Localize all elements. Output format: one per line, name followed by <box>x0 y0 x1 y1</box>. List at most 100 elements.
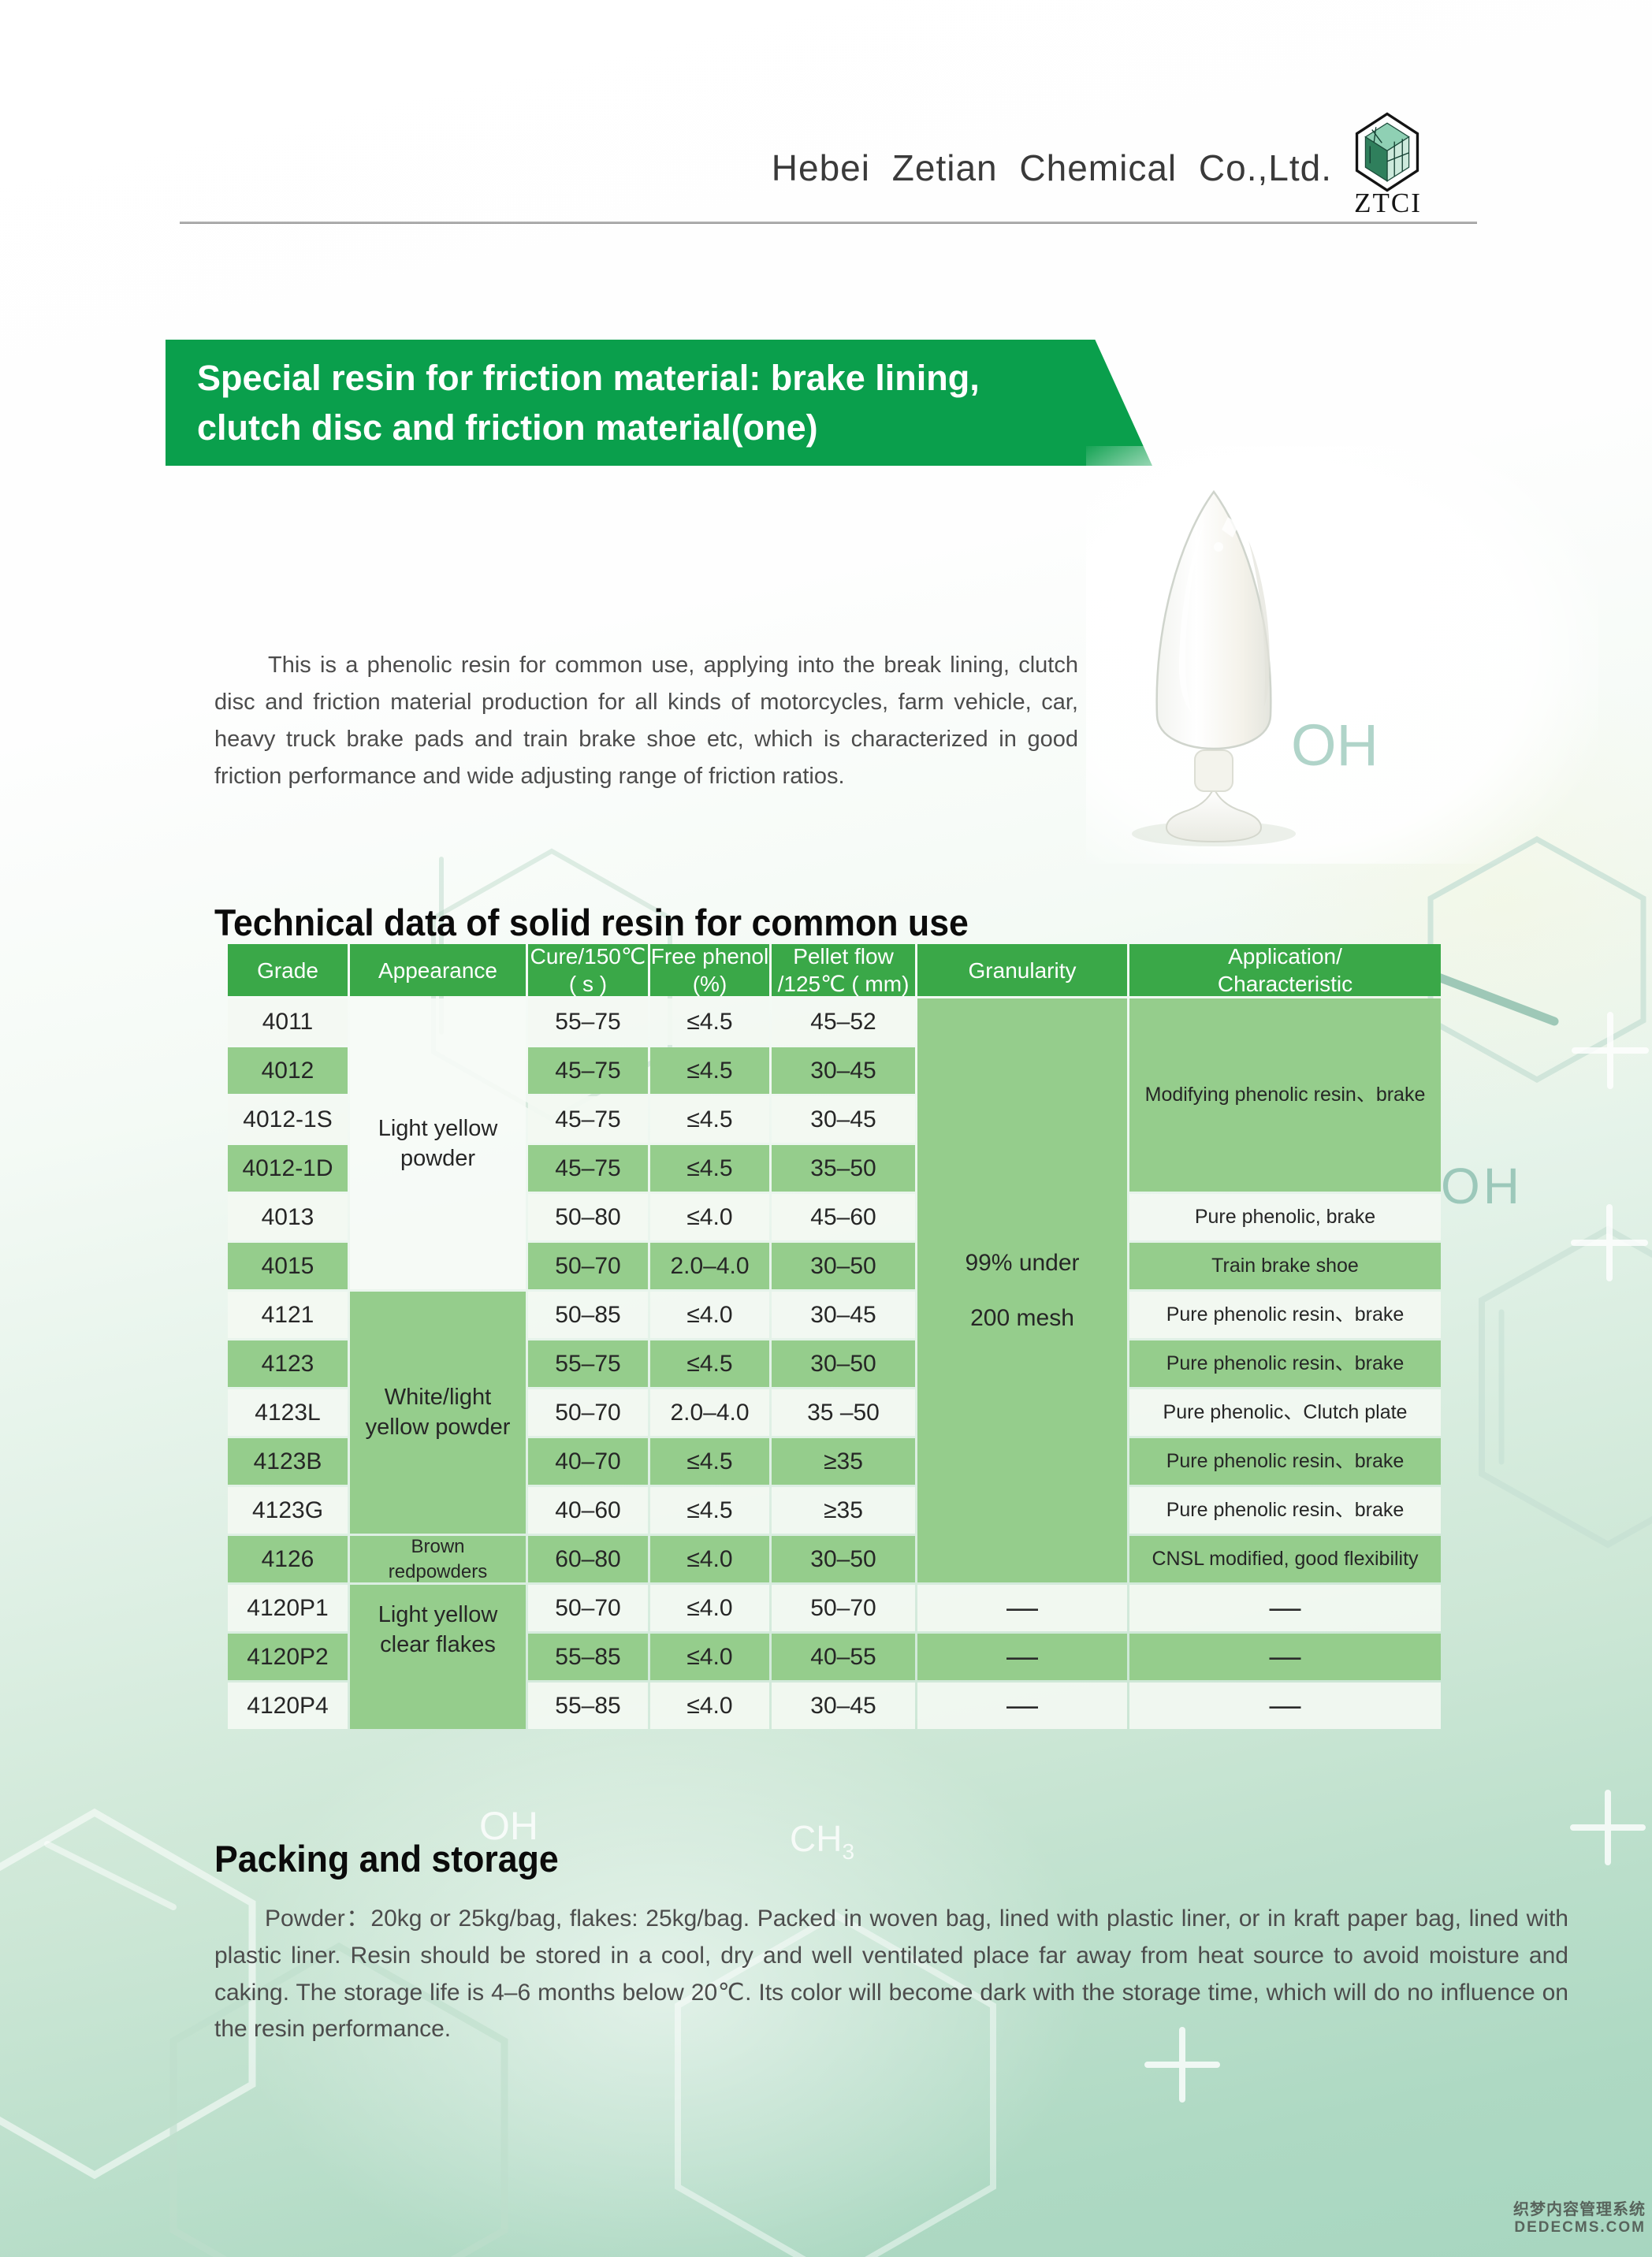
cure-cell: 55–75 <box>528 998 648 1045</box>
granularity-dash-cell: — <box>917 1683 1127 1729</box>
application-cell: Pure phenolic resin、brake <box>1129 1438 1441 1485</box>
header-line1: Grade <box>257 957 318 983</box>
pellet-cell: ≥35 <box>772 1438 915 1485</box>
phenol-cell: ≤4.5 <box>650 1096 769 1143</box>
phenol-cell: ≤4.5 <box>650 998 769 1045</box>
grade-cell: 4012 <box>228 1047 348 1094</box>
cure-cell: 50–70 <box>528 1389 648 1436</box>
header-line1: Pellet flow <box>793 944 894 969</box>
grade-cell: 4120P4 <box>228 1683 348 1729</box>
grade-cell: 4015 <box>228 1243 348 1289</box>
cms-watermark: 织梦内容管理系统 DEDECMS.COM <box>1513 2201 1646 2237</box>
phenol-cell: ≤4.0 <box>650 1194 769 1240</box>
grade-cell: 4011 <box>228 998 348 1045</box>
appearance-cell: Light yellow powder <box>350 998 526 1289</box>
phenol-cell: ≤4.0 <box>650 1634 769 1680</box>
logo-left-face <box>1364 136 1388 182</box>
banner-line1: Special resin for friction material: bra… <box>197 358 980 398</box>
phenol-cell: ≤4.5 <box>650 1145 769 1192</box>
cure-cell: 40–70 <box>528 1438 648 1485</box>
application-cell-merged: Modifying phenolic resin、brake <box>1129 998 1441 1192</box>
header-line1: Cure/150℃ <box>530 944 646 969</box>
pellet-cell: 35 –50 <box>772 1389 915 1436</box>
application-dash-cell: — <box>1129 1585 1441 1631</box>
intro-paragraph: This is a phenolic resin for common use,… <box>214 653 1078 789</box>
logo-grid-lines <box>1369 127 1409 177</box>
header-line2: (%) <box>692 972 727 996</box>
ch3-watermark: CH3 <box>790 1817 854 1865</box>
phenol-cell: 2.0–4.0 <box>650 1389 769 1436</box>
granularity-dash-cell: — <box>917 1585 1127 1631</box>
pellet-cell: 45–52 <box>772 998 915 1045</box>
pellet-cell: 45–60 <box>772 1194 915 1240</box>
application-cell: Pure phenolic, brake <box>1129 1194 1441 1240</box>
pellet-cell: 30–45 <box>772 1047 915 1094</box>
cone-shade <box>1248 541 1270 706</box>
header-rule <box>180 221 1477 224</box>
cure-cell: 60–80 <box>528 1536 648 1582</box>
pellet-cell: 30–45 <box>772 1096 915 1143</box>
product-photo: OH <box>1086 446 1598 864</box>
cure-cell: 50–80 <box>528 1194 648 1240</box>
grade-cell: 4123L <box>228 1389 348 1436</box>
pellet-cell: 30–45 <box>772 1683 915 1729</box>
grade-cell: 4012-1D <box>228 1145 348 1192</box>
column-header-appearance: Appearance <box>350 944 526 996</box>
company-logo <box>1355 112 1419 192</box>
cure-cell: 45–75 <box>528 1145 648 1192</box>
application-cell: CNSL modified, good flexibility <box>1129 1536 1441 1582</box>
cure-cell: 55–85 <box>528 1683 648 1729</box>
application-dash-cell: — <box>1129 1683 1441 1729</box>
ch-text: CH <box>790 1818 843 1859</box>
phenol-cell: ≤4.5 <box>650 1487 769 1534</box>
cure-cell: 45–75 <box>528 1096 648 1143</box>
header-line2: /125℃ ( mm) <box>777 972 910 996</box>
banner-line2: clutch disc and friction material(one) <box>197 407 818 448</box>
cone-sparkle2 <box>1214 542 1223 552</box>
phenol-cell: ≤4.0 <box>650 1585 769 1631</box>
application-cell: Train brake shoe <box>1129 1243 1441 1289</box>
glass-pedestal <box>1165 786 1263 843</box>
header-line2: ( s ) <box>568 972 608 996</box>
grade-cell: 4120P1 <box>228 1585 348 1631</box>
cure-cell: 40–60 <box>528 1487 648 1534</box>
granularity-cell: 99% under 200 mesh <box>917 998 1127 1582</box>
oh-watermark-right: OH <box>1441 1158 1523 1214</box>
grade-cell: 4120P2 <box>228 1634 348 1680</box>
header-line1: Application/ <box>1228 944 1342 969</box>
cure-cell: 45–75 <box>528 1047 648 1094</box>
column-header-grade: Grade <box>228 944 348 996</box>
pellet-cell: 35–50 <box>772 1145 915 1192</box>
cure-cell: 55–75 <box>528 1340 648 1387</box>
cure-cell: 50–70 <box>528 1243 648 1289</box>
phenol-cell: ≤4.0 <box>650 1292 769 1338</box>
pellet-cell: 30–45 <box>772 1292 915 1338</box>
header-line1: Free phenol <box>650 944 769 969</box>
technical-data-table: Grade Appearance Cure/150℃ ( s ) Free phenol… <box>228 944 1441 1729</box>
cone-sparkle <box>1222 517 1239 537</box>
granularity-line2: 200 mesh <box>970 1304 1074 1331</box>
header-line1: Appearance <box>378 957 497 983</box>
grade-cell: 4123 <box>228 1340 348 1387</box>
pellet-cell: ≥35 <box>772 1487 915 1534</box>
cure-cell: 50–85 <box>528 1292 648 1338</box>
appearance-cell: White/light yellow powder <box>350 1292 526 1534</box>
grade-cell: 4126 <box>228 1536 348 1582</box>
column-header-application: Application/Characteristic <box>1129 944 1441 996</box>
pedestal-stem <box>1194 749 1233 792</box>
header-line1: Granularity <box>968 957 1077 983</box>
pellet-cell: 40–55 <box>772 1634 915 1680</box>
grade-cell: 4012-1S <box>228 1096 348 1143</box>
column-header-cure: Cure/150℃ ( s ) <box>528 944 648 996</box>
granularity-dash-cell: — <box>917 1634 1127 1680</box>
cure-cell: 55–85 <box>528 1634 648 1680</box>
column-header-free-phenol: Free phenol (%) <box>650 944 769 996</box>
appearance-cell: Light yellow clear flakes <box>350 1585 526 1729</box>
phenol-cell: ≤4.5 <box>650 1340 769 1387</box>
cms-watermark-en: DEDECMS.COM <box>1514 2219 1646 2237</box>
logo-ztci-label: ZTCI <box>1354 188 1422 218</box>
oh-watermark-photo: OH <box>1291 712 1379 778</box>
pellet-cell: 30–50 <box>772 1536 915 1582</box>
section-title-technical: Technical data of solid resin for common… <box>214 902 969 943</box>
